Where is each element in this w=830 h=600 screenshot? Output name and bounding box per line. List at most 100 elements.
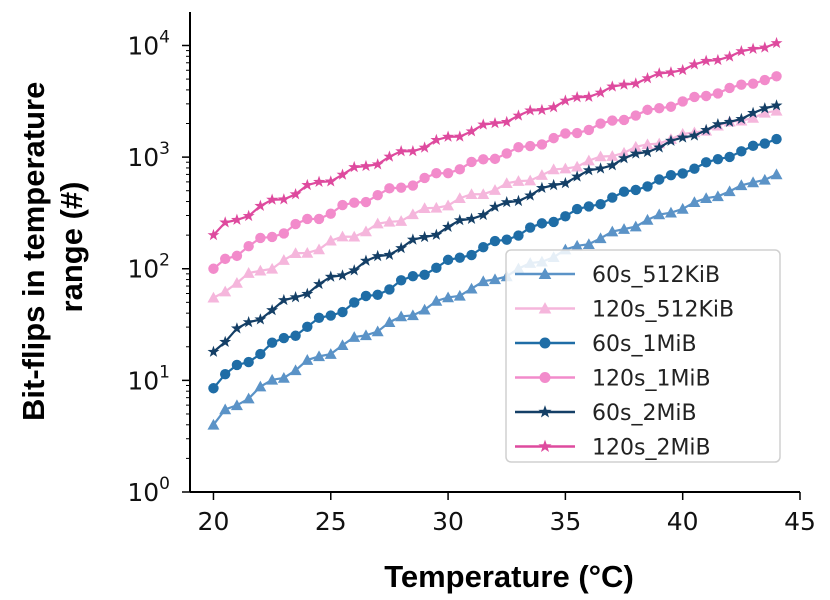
data-point [478,154,489,165]
data-point [313,277,325,290]
x-tick-label: 45 [784,507,816,536]
data-point [430,228,443,240]
data-point [606,225,619,237]
data-point [324,234,337,246]
data-point [770,99,783,111]
data-point [207,418,220,430]
data-point [219,403,232,415]
x-tick-label: 40 [667,507,699,536]
data-point [453,289,466,301]
data-point [277,193,290,205]
data-point [571,203,583,215]
legend-label: 120s_512KiB [592,298,734,323]
data-point [325,310,336,321]
data-point [395,182,407,193]
data-point [406,233,419,245]
data-point [254,313,267,325]
data-point [700,90,712,102]
data-point [242,315,255,328]
data-point [442,291,455,303]
data-point [406,309,419,321]
data-point [243,241,254,252]
data-point [371,325,384,337]
data-point [595,199,606,210]
data-point [677,96,688,107]
data-point [676,63,689,76]
data-point [547,163,560,175]
data-point [219,335,232,347]
data-point [688,196,701,207]
data-point [325,208,336,219]
data-point [453,130,466,142]
data-point [548,216,559,228]
data-point [207,345,220,357]
data-point [336,168,349,180]
data-point [466,156,477,168]
data-point [302,321,313,333]
data-point [664,206,677,218]
x-tick-label: 30 [432,507,464,536]
data-point [289,364,302,376]
data-point [629,77,642,89]
data-point [254,199,267,211]
legend: 60s_512KiB 120s_512KiB 60s_1MiB 120s_1MiB 60… [505,249,781,463]
data-point [547,178,560,191]
data-point [559,162,572,174]
data-point [324,270,337,282]
data-point [348,264,361,276]
data-point [418,202,431,213]
y-axis-title-line-1: Bit-flips in temperature [16,82,51,421]
data-point [607,115,618,126]
legend-marker [539,337,551,349]
data-point [606,150,619,161]
data-point [512,194,525,207]
data-point [618,223,631,234]
data-point [535,181,548,194]
data-point [489,184,501,195]
data-point [536,218,548,229]
data-point [689,163,700,174]
data-point [524,140,536,152]
data-point [700,123,713,136]
data-point [747,140,759,152]
data-point [371,249,384,262]
data-point [747,112,760,123]
data-point [395,310,408,322]
data-point [524,222,536,233]
y-axis-title-line-2: range (#) [54,182,89,313]
legend-label: 120s_2MiB [592,436,711,461]
legend-label: 120s_1MiB [592,367,711,392]
data-point [266,231,278,243]
data-point [582,154,595,166]
data-point [395,145,408,157]
data-point [489,273,501,285]
data-point [360,196,372,208]
data-point [230,276,243,288]
data-point [559,94,572,106]
data-point [524,104,537,116]
data-point [571,170,584,182]
data-point [301,354,314,365]
legend-label: 60s_2MiB [592,401,697,426]
data-point [254,380,267,392]
data-point [277,254,290,265]
data-point [489,153,501,165]
data-point [337,199,348,211]
legend-item-60s_1MiB: 60s_1MiB [515,332,697,357]
data-point [736,146,747,157]
legend-label: 60s_1MiB [592,332,697,357]
data-point [289,188,302,200]
data-point [630,110,641,121]
data-point [302,213,313,225]
data-point [771,71,782,82]
data-point [290,330,301,341]
data-point [641,72,654,84]
data-point [418,141,431,153]
data-point [641,213,654,225]
data-point [654,174,665,185]
data-point [219,368,231,380]
x-tick-label: 25 [315,507,347,536]
data-point [512,175,525,186]
data-point [255,348,266,360]
legend-item-120s_512KiB: 120s_512KiB [515,298,734,323]
